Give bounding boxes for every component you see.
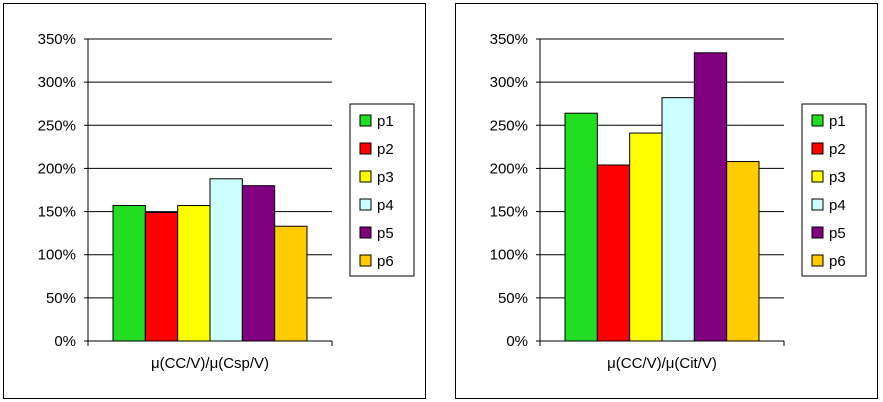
y-tick-label: 50% bbox=[498, 290, 528, 307]
legend-swatch-p6 bbox=[811, 254, 824, 267]
legend-swatch-p3 bbox=[359, 170, 372, 183]
bar-chart-right: 0% 50% 100% 150% 200% 250% 300% 350% μ(CC/V)/μ(C… bbox=[490, 31, 867, 372]
y-tick-label: 150% bbox=[38, 204, 76, 221]
bar-p4 bbox=[209, 178, 243, 342]
legend-swatch-p2 bbox=[811, 142, 824, 155]
y-tick-label: 300% bbox=[38, 74, 76, 91]
legend-label: p5 bbox=[829, 225, 846, 242]
legend-swatch-p3 bbox=[811, 170, 824, 183]
bar-p1 bbox=[112, 205, 146, 342]
legend-label: p4 bbox=[829, 197, 846, 214]
bar-p3 bbox=[177, 205, 211, 342]
legend-label: p6 bbox=[829, 253, 846, 270]
legend-swatch-p6 bbox=[359, 254, 372, 267]
x-axis-label: μ(CC/V)/μ(Cit/V) bbox=[607, 355, 717, 372]
bar-p5 bbox=[693, 52, 728, 342]
y-tick-label: 350% bbox=[38, 31, 76, 48]
bar-chart-left: 0% 50% 100% 150% 200% 250% 300% 350% μ(CC/V)/μ(C… bbox=[38, 31, 415, 372]
legend-label: p4 bbox=[377, 197, 394, 214]
legend-label: p2 bbox=[829, 141, 846, 158]
y-tick-label: 100% bbox=[38, 247, 76, 264]
y-tick-label: 350% bbox=[490, 31, 528, 48]
bar-p6 bbox=[726, 161, 760, 342]
bar-p1 bbox=[564, 112, 598, 342]
y-tick-label: 0% bbox=[54, 333, 76, 350]
chart-panel-left: 0% 50% 100% 150% 200% 250% 300% 350% μ(CC/V)/μ(C… bbox=[3, 3, 426, 399]
legend-label: p1 bbox=[829, 113, 846, 130]
y-tick-label: 200% bbox=[38, 160, 76, 177]
y-tick-label: 250% bbox=[490, 117, 528, 134]
bar-p5 bbox=[241, 185, 276, 342]
legend-swatch-p5 bbox=[359, 226, 372, 239]
chart-panel-right: 0% 50% 100% 150% 200% 250% 300% 350% μ(CC/V)/μ(C… bbox=[455, 3, 878, 399]
legend-swatch-p1 bbox=[811, 114, 824, 127]
legend-swatch-p5 bbox=[811, 226, 824, 239]
x-axis-label: μ(CC/V)/μ(Csp/V) bbox=[151, 355, 269, 372]
legend-swatch-p4 bbox=[811, 198, 824, 211]
legend-swatch-p2 bbox=[359, 142, 372, 155]
legend-swatch-p4 bbox=[359, 198, 372, 211]
y-tick-label: 250% bbox=[38, 117, 76, 134]
bar-p4 bbox=[661, 97, 695, 342]
bar-p6 bbox=[274, 225, 308, 342]
legend-label: p1 bbox=[377, 113, 394, 130]
y-tick-label: 200% bbox=[490, 160, 528, 177]
legend-label: p3 bbox=[377, 169, 394, 186]
legend bbox=[801, 103, 867, 277]
y-tick-label: 0% bbox=[506, 333, 528, 350]
legend bbox=[349, 103, 415, 277]
y-tick-label: 100% bbox=[490, 247, 528, 264]
legend-label: p5 bbox=[377, 225, 394, 242]
legend-label: p3 bbox=[829, 169, 846, 186]
bar-p2 bbox=[144, 211, 179, 342]
legend-label: p2 bbox=[377, 141, 394, 158]
bar-p2 bbox=[596, 164, 631, 342]
y-tick-label: 300% bbox=[490, 74, 528, 91]
y-tick-label: 150% bbox=[490, 204, 528, 221]
y-tick-label: 50% bbox=[46, 290, 76, 307]
legend-label: p6 bbox=[377, 253, 394, 270]
legend-swatch-p1 bbox=[359, 114, 372, 127]
bar-p3 bbox=[629, 132, 663, 342]
